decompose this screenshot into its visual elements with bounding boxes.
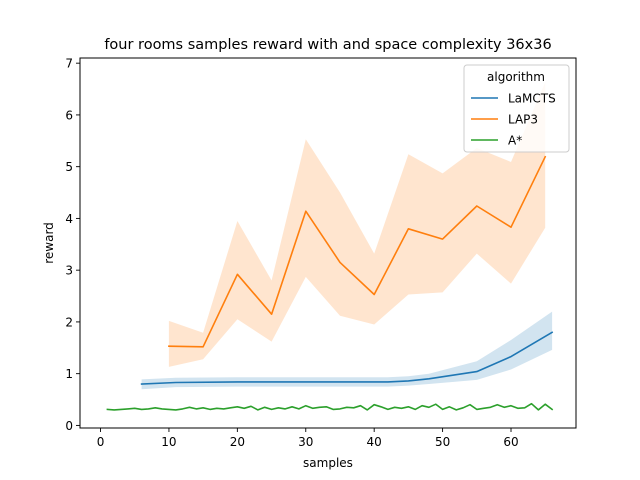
x-tick-label: 50: [435, 435, 450, 449]
x-tick-label: 10: [161, 435, 176, 449]
x-tick-label: 60: [503, 435, 518, 449]
y-tick-label: 1: [65, 367, 73, 381]
legend: algorithm LaMCTS LAP3 A*: [463, 64, 570, 153]
legend-title: algorithm: [487, 70, 545, 84]
plot-frame: [79, 57, 577, 429]
lap3-confidence-band: [168, 82, 546, 367]
legend-frame: [463, 64, 570, 153]
legend-label-lamcts: LaMCTS: [508, 92, 556, 106]
legend-items: LaMCTS LAP3 A*: [471, 92, 556, 148]
x-tick-label: 40: [367, 435, 382, 449]
y-tick-label: 4: [65, 212, 73, 226]
y-tick-label: 0: [65, 419, 73, 433]
legend-label-lap3: LAP3: [508, 113, 538, 127]
x-tick-label: 20: [230, 435, 245, 449]
lamcts-line: [140, 331, 554, 385]
y-tick-label: 7: [65, 57, 73, 71]
astar-line: [106, 402, 554, 411]
legend-label-astar: A*: [508, 134, 522, 148]
lamcts-confidence-band: [141, 311, 553, 390]
lap3-line: [168, 155, 547, 348]
y-tick-label: 6: [65, 108, 73, 122]
y-tick-label: 2: [65, 315, 73, 329]
x-tick-label: 30: [298, 435, 313, 449]
x-axis-ticks: 0 10 20 30 40 50 60: [97, 428, 519, 449]
chart-title: four rooms samples reward with and space…: [104, 37, 551, 53]
confidence-bands: [141, 82, 553, 390]
x-tick-label: 0: [97, 435, 105, 449]
x-axis-label: samples: [303, 456, 353, 470]
y-tick-label: 3: [65, 264, 73, 278]
y-tick-label: 5: [65, 160, 73, 174]
y-axis-label: reward: [42, 222, 56, 264]
series-lines: [106, 155, 554, 411]
y-axis-ticks: 0 1 2 3 4 5 6 7: [65, 57, 80, 433]
